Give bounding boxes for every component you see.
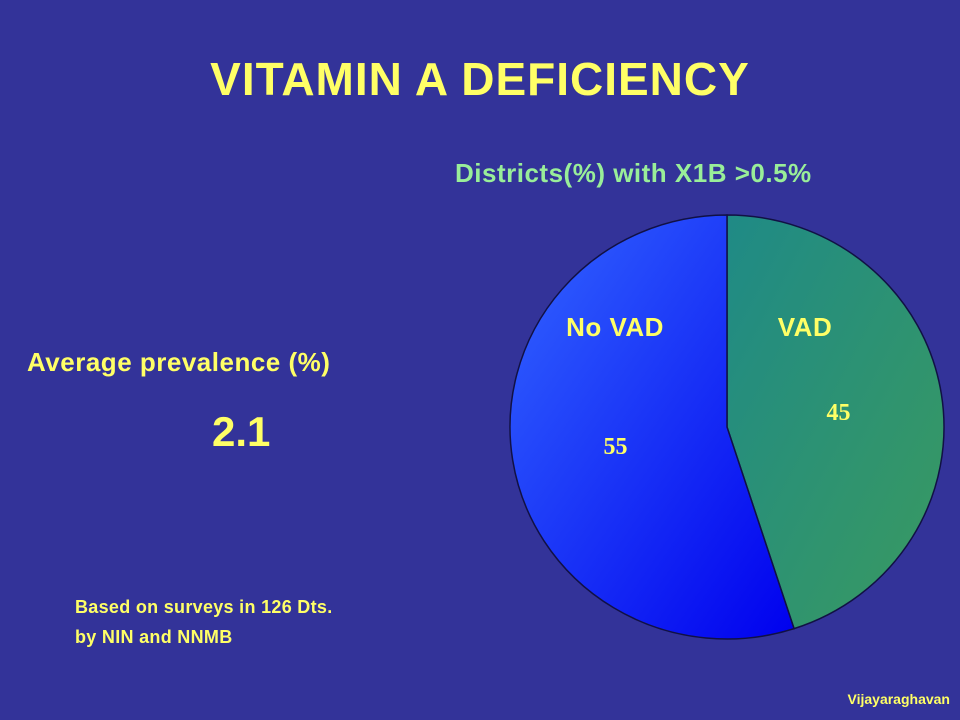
source-note-line-2: by NIN and NNMB [75, 627, 233, 647]
source-note-line-1: Based on surveys in 126 Dts. [75, 597, 333, 617]
average-prevalence-label: Average prevalence (%) [27, 347, 331, 377]
pie-category-label-no-vad: No VAD [566, 312, 664, 342]
pie-slice-vad [726, 214, 945, 630]
chart-title: Districts(%) with X1B >0.5% [455, 158, 812, 188]
pie-slice-no-vad [509, 214, 796, 640]
pie-value-label-no-vad: 55 [604, 434, 628, 460]
author-credit: Vijayaraghavan [847, 691, 950, 707]
source-note: Based on surveys in 126 Dts. by NIN and … [75, 592, 333, 652]
slide-title: VITAMIN A DEFICIENCY [210, 53, 750, 105]
pie-category-label-vad: VAD [778, 312, 832, 342]
average-prevalence-value: 2.1 [212, 408, 271, 455]
pie-chart: 45 VAD 55 No VAD [509, 214, 945, 640]
pie-value-label-vad: 45 [826, 400, 850, 426]
